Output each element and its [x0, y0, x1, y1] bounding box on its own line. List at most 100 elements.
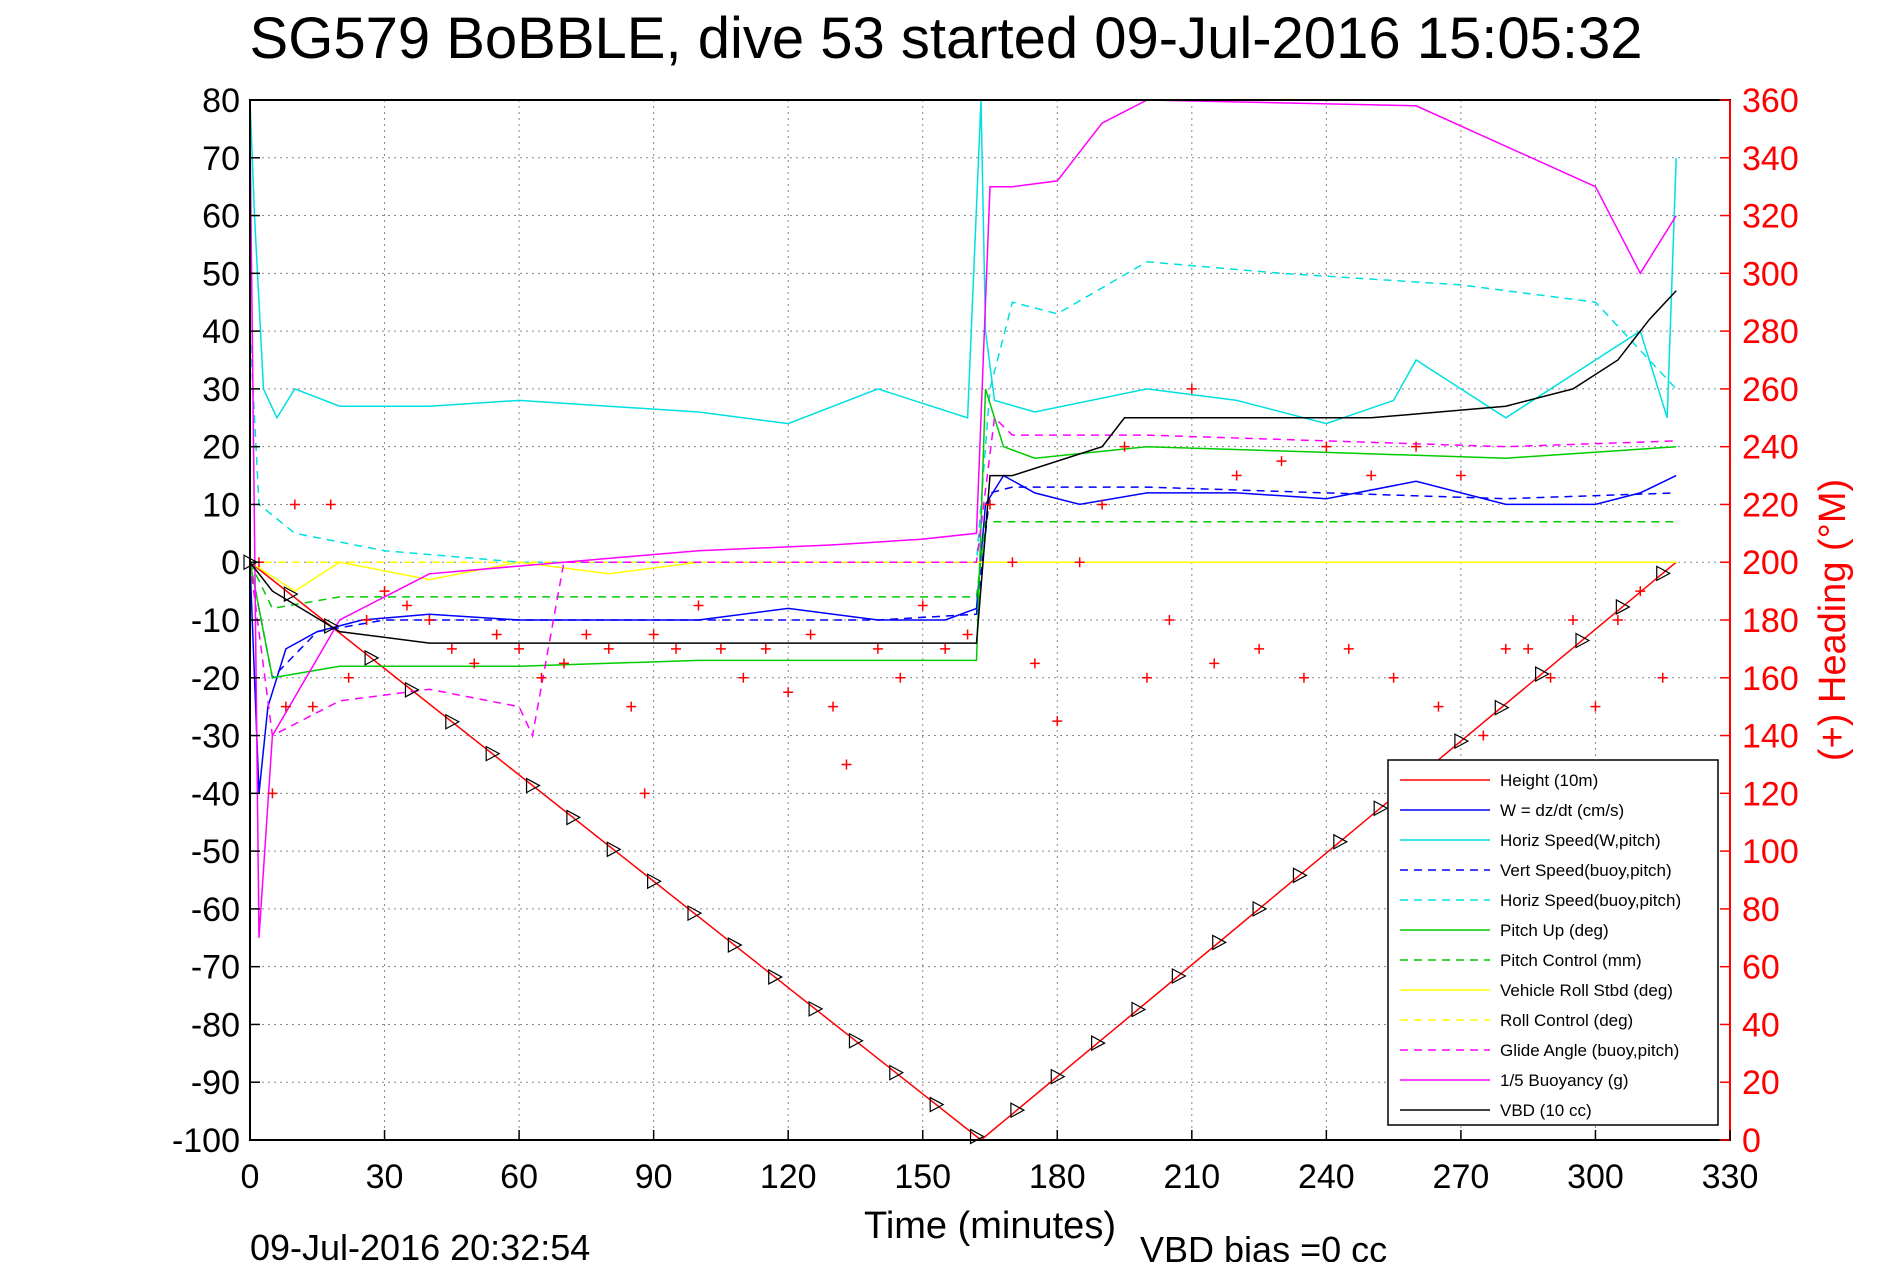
y-right-tick-label: 40	[1742, 1006, 1780, 1044]
heading-point	[1500, 643, 1511, 654]
y-tick-label: 60	[202, 198, 240, 236]
y-right-tick-label: 160	[1742, 660, 1799, 698]
heading-point	[307, 701, 318, 712]
heading-point	[491, 629, 502, 640]
height-marker	[1494, 699, 1510, 716]
y-axis-right: 3603403203002802602402202001801601401201…	[1720, 82, 1799, 1160]
y-right-tick-label: 340	[1742, 140, 1799, 178]
heading-point	[1657, 672, 1668, 683]
series-line-2	[249, 99, 1677, 425]
legend: Height (10m) W = dz/dt (cm/s) Horiz Speed(…	[1387, 759, 1719, 1126]
heading-point	[325, 499, 336, 510]
heading-point	[1523, 643, 1534, 654]
y-right-tick-label: 300	[1742, 255, 1799, 293]
series-line-4	[249, 261, 1677, 563]
series-line-11	[249, 290, 1677, 644]
heading-point	[639, 788, 650, 799]
heading-point	[872, 643, 883, 654]
legend-label: Pitch Control (mm)	[1500, 951, 1642, 970]
heading-markers	[253, 383, 1668, 799]
heading-point	[715, 643, 726, 654]
height-marker	[404, 681, 420, 698]
y-axis-right-label: (+) Heading (°M)	[1812, 479, 1854, 761]
y-right-tick-label: 140	[1742, 718, 1799, 756]
height-marker	[1373, 800, 1389, 817]
heading-point	[1635, 586, 1646, 597]
height-marker	[1252, 900, 1268, 917]
y-tick-label: -80	[191, 1006, 240, 1044]
height-marker	[566, 809, 582, 826]
height-marker	[768, 968, 783, 985]
y-tick-label: 80	[202, 82, 240, 120]
heading-point	[446, 643, 457, 654]
heading-point	[783, 687, 794, 698]
legend-label: Horiz Speed(W,pitch)	[1500, 831, 1661, 850]
chart-title: SG579 BoBBLE, dive 53 started 09-Jul-201…	[250, 6, 1643, 71]
heading-point	[693, 600, 704, 611]
series-line-6	[249, 521, 1677, 610]
y-right-tick-label: 220	[1742, 486, 1799, 524]
heading-point	[1186, 383, 1197, 394]
heading-point	[648, 629, 659, 640]
heading-point	[1276, 456, 1287, 467]
height-marker	[687, 905, 703, 922]
height-marker	[445, 713, 461, 730]
heading-point	[962, 629, 973, 640]
y-right-tick-label: 80	[1742, 891, 1780, 929]
height-marker	[1454, 733, 1470, 750]
heading-point	[917, 600, 928, 611]
height-marker	[1656, 565, 1671, 582]
heading-point	[1411, 441, 1422, 452]
heading-point	[267, 788, 278, 799]
heading-point	[1366, 470, 1377, 481]
height-marker	[525, 777, 541, 794]
y-right-tick-label: 100	[1742, 833, 1799, 871]
y-tick-label: -40	[191, 775, 240, 813]
x-axis-label: Time (minutes)	[864, 1205, 1116, 1247]
y-tick-label: -10	[191, 602, 240, 640]
heading-point	[1612, 615, 1623, 625]
y-tick-label: 40	[202, 313, 240, 351]
height-marker	[1091, 1035, 1106, 1052]
heading-point	[1321, 441, 1332, 452]
y-tick-label: 70	[202, 140, 240, 178]
height-marker	[1131, 1001, 1147, 1018]
heading-point	[805, 629, 816, 640]
legend-label: Height (10m)	[1500, 771, 1598, 790]
heading-point	[738, 672, 749, 683]
heading-point	[289, 499, 300, 510]
heading-point	[895, 672, 906, 683]
y-tick-label: 0	[221, 544, 240, 582]
height-marker	[808, 1000, 824, 1017]
x-tick-label: 180	[1029, 1158, 1086, 1196]
heading-point	[1568, 615, 1579, 625]
heading-point	[1231, 470, 1242, 481]
heading-point	[343, 672, 354, 683]
heading-point	[1254, 643, 1265, 654]
height-marker	[1333, 833, 1349, 850]
heading-point	[1097, 499, 1108, 510]
height-marker	[848, 1032, 864, 1049]
height-marker	[283, 586, 299, 603]
heading-point	[940, 643, 951, 654]
y-tick-label: -90	[191, 1064, 240, 1102]
height-marker	[1535, 666, 1550, 683]
heading-point	[379, 586, 390, 597]
x-tick-label: 210	[1163, 1158, 1220, 1196]
y-tick-label: -30	[191, 718, 240, 756]
height-marker	[889, 1064, 905, 1081]
x-axis: 0 30 60 90 120 150 180 210 240 270 300 330	[241, 1130, 1758, 1196]
heading-point	[1141, 672, 1152, 683]
heading-point	[841, 759, 852, 770]
footer-timestamp: 09-Jul-2016 20:32:54	[250, 1227, 590, 1262]
x-tick-label: 60	[500, 1158, 538, 1196]
heading-point	[1074, 557, 1085, 568]
heading-point	[1590, 701, 1601, 712]
x-tick-label: 90	[635, 1158, 673, 1196]
heading-point	[760, 643, 771, 654]
heading-point	[361, 615, 372, 625]
y-right-tick-label: 20	[1742, 1064, 1780, 1102]
heading-point	[1052, 716, 1063, 727]
x-tick-label: 270	[1433, 1158, 1490, 1196]
